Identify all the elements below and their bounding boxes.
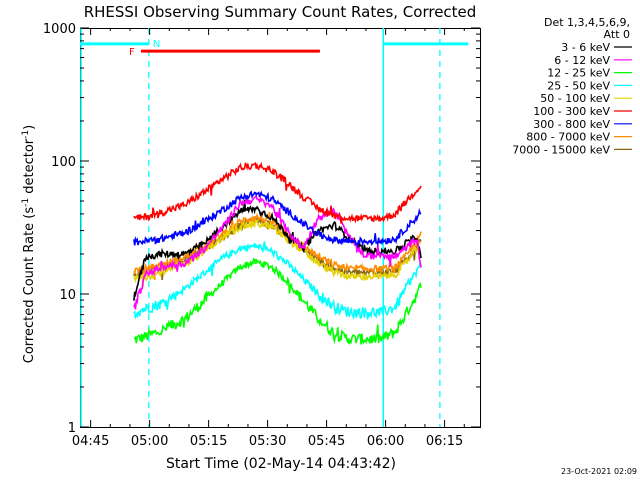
y-axis-label-main: Corrected Count Rate (s <box>22 207 37 364</box>
x-axis-label: Start Time (02-May-14 04:43:42) <box>166 456 396 472</box>
y-axis: 1 10 100 1000 <box>43 22 480 436</box>
legend-header: Det 1,3,4,5,6,9, <box>544 16 630 29</box>
legend-entry-label: 800 - 7000 keV <box>526 131 610 144</box>
y-axis-label-mid: detector <box>22 138 37 198</box>
legend-entry-label: 3 - 6 keV <box>561 41 610 54</box>
night-markers: N <box>80 28 469 427</box>
legend-header: Att 0 <box>604 28 630 41</box>
series-line <box>133 211 422 281</box>
series-line <box>133 199 422 301</box>
y-tick-label: 10 <box>59 288 76 303</box>
night-label: N <box>153 39 160 50</box>
x-tick-label: 06:15 <box>426 434 463 449</box>
series-line <box>133 257 422 345</box>
x-tick-label: 05:30 <box>249 434 286 449</box>
x-axis: 04:45 05:00 05:15 05:30 05:45 06:00 06:15 <box>72 28 465 449</box>
y-axis-label-sup1: -1 <box>21 198 31 207</box>
x-tick-label: 05:15 <box>190 434 227 449</box>
legend-entry-label: 12 - 25 keV <box>547 67 610 80</box>
x-tick-label: 05:45 <box>308 434 345 449</box>
y-tick-label: 1000 <box>43 22 76 37</box>
x-tick-label: 05:00 <box>131 434 168 449</box>
x-tick-label: 04:45 <box>72 434 109 449</box>
x-tick-label: 06:00 <box>367 434 404 449</box>
y-axis-label-sup2: -1 <box>21 130 31 139</box>
y-tick-label: 1 <box>68 421 76 436</box>
legend-entry-label: 50 - 100 keV <box>540 92 610 105</box>
legend-entry-label: 25 - 50 keV <box>547 79 610 92</box>
legend-entry-label: 6 - 12 keV <box>554 54 610 67</box>
series-line <box>133 241 422 321</box>
series-line <box>133 161 422 224</box>
series-line <box>133 194 422 310</box>
legend-entry-label: 100 - 300 keV <box>533 105 610 118</box>
flare-markers: F <box>129 47 320 58</box>
chart-title: RHESSI Observing Summary Count Rates, Co… <box>84 3 477 21</box>
flare-label: F <box>129 47 135 58</box>
timestamp: 23-Oct-2021 02:09 <box>561 467 637 476</box>
y-axis-label: Corrected Count Rate (s-1 detector-1) <box>21 125 37 363</box>
legend-entry-label: 300 - 800 keV <box>533 118 610 131</box>
y-axis-label-end: ) <box>22 125 37 130</box>
series-line <box>133 190 422 249</box>
y-tick-label: 100 <box>51 155 76 170</box>
legend-entry-label: 7000 - 15000 keV <box>512 143 610 156</box>
series-lines <box>133 161 422 345</box>
